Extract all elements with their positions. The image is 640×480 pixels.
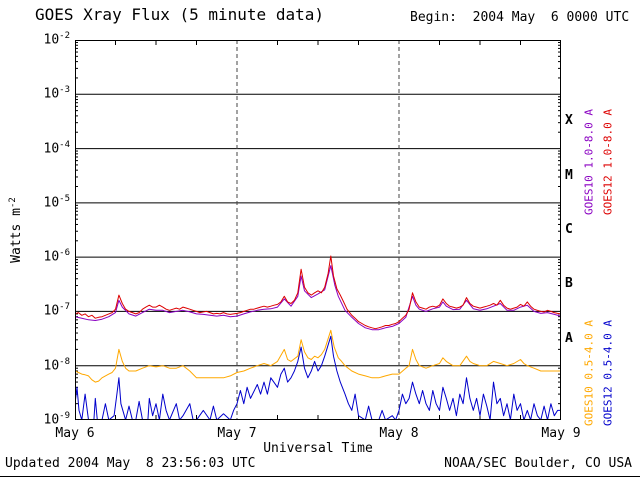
begin-timestamp: Begin: 2004 May 6 0000 UTC bbox=[410, 10, 630, 25]
flare-class-label: B bbox=[565, 276, 573, 292]
plot-area bbox=[75, 40, 561, 420]
y-tick-label: 10-6 bbox=[28, 248, 71, 265]
y-tick-exponent: -4 bbox=[59, 139, 70, 150]
chart-title: GOES Xray Flux (5 minute data) bbox=[35, 5, 324, 24]
footer-divider bbox=[0, 476, 640, 477]
y-tick-label: 10-7 bbox=[28, 302, 71, 319]
y-tick-base: 10 bbox=[43, 195, 60, 211]
y-tick-base: 10 bbox=[43, 249, 60, 265]
y-tick-label: 10-2 bbox=[28, 31, 71, 48]
y-tick-base: 10 bbox=[43, 32, 60, 48]
x-axis-title: Universal Time bbox=[263, 441, 373, 456]
flare-class-label: A bbox=[565, 330, 573, 346]
y-tick-label: 10-4 bbox=[28, 139, 71, 156]
y-tick-exponent: -7 bbox=[59, 302, 70, 313]
x-tick-label: May 7 bbox=[217, 426, 257, 441]
y-tick-label: 10-8 bbox=[28, 356, 71, 374]
y-tick-exponent: -6 bbox=[59, 248, 70, 259]
y-tick-exponent: -2 bbox=[59, 31, 70, 41]
y-tick-label: 10-3 bbox=[28, 85, 71, 102]
y-tick-base: 10 bbox=[43, 140, 60, 156]
flare-class-label: X bbox=[565, 113, 573, 129]
y-tick-label: 10-9 bbox=[28, 411, 71, 428]
credit-text: NOAA/SEC Boulder, CO USA bbox=[444, 456, 632, 471]
y-tick-base: 10 bbox=[43, 412, 60, 428]
updated-timestamp: Updated 2004 May 8 23:56:03 UTC bbox=[5, 456, 256, 471]
legend-goes10-short: GOES10 0.5-4.0 A bbox=[582, 320, 596, 426]
legend-goes10-long: GOES10 1.0-8.0 A bbox=[582, 109, 596, 215]
legend-goes12-short: GOES12 0.5-4.0 A bbox=[601, 320, 615, 426]
flare-class-label: M bbox=[565, 167, 573, 183]
flare-class-label: C bbox=[565, 222, 573, 237]
x-tick-label: May 9 bbox=[541, 426, 581, 441]
x-tick-label: May 6 bbox=[55, 426, 95, 441]
y-tick-exponent: -5 bbox=[59, 193, 70, 204]
y-tick-base: 10 bbox=[43, 86, 60, 102]
y-axis-title: Watts m-2 bbox=[8, 197, 24, 263]
y-tick-base: 10 bbox=[43, 358, 60, 374]
plot-border bbox=[75, 40, 561, 420]
y-tick-exponent: -9 bbox=[59, 411, 70, 421]
legend-goes12-long: GOES12 1.0-8.0 A bbox=[601, 109, 615, 215]
series-line-goes12-short bbox=[75, 335, 561, 420]
y-tick-exponent: -8 bbox=[59, 356, 70, 367]
series-line-goes10-long bbox=[75, 265, 561, 331]
y-axis-title-exponent: -2 bbox=[7, 197, 18, 209]
series-line-goes12-long bbox=[75, 255, 561, 330]
y-axis-title-text: Watts m bbox=[9, 208, 25, 263]
y-tick-exponent: -3 bbox=[59, 85, 70, 96]
x-tick-label: May 8 bbox=[379, 426, 419, 441]
y-tick-base: 10 bbox=[43, 303, 60, 319]
series-line-goes10-short bbox=[75, 329, 561, 383]
y-tick-label: 10-5 bbox=[28, 193, 71, 211]
